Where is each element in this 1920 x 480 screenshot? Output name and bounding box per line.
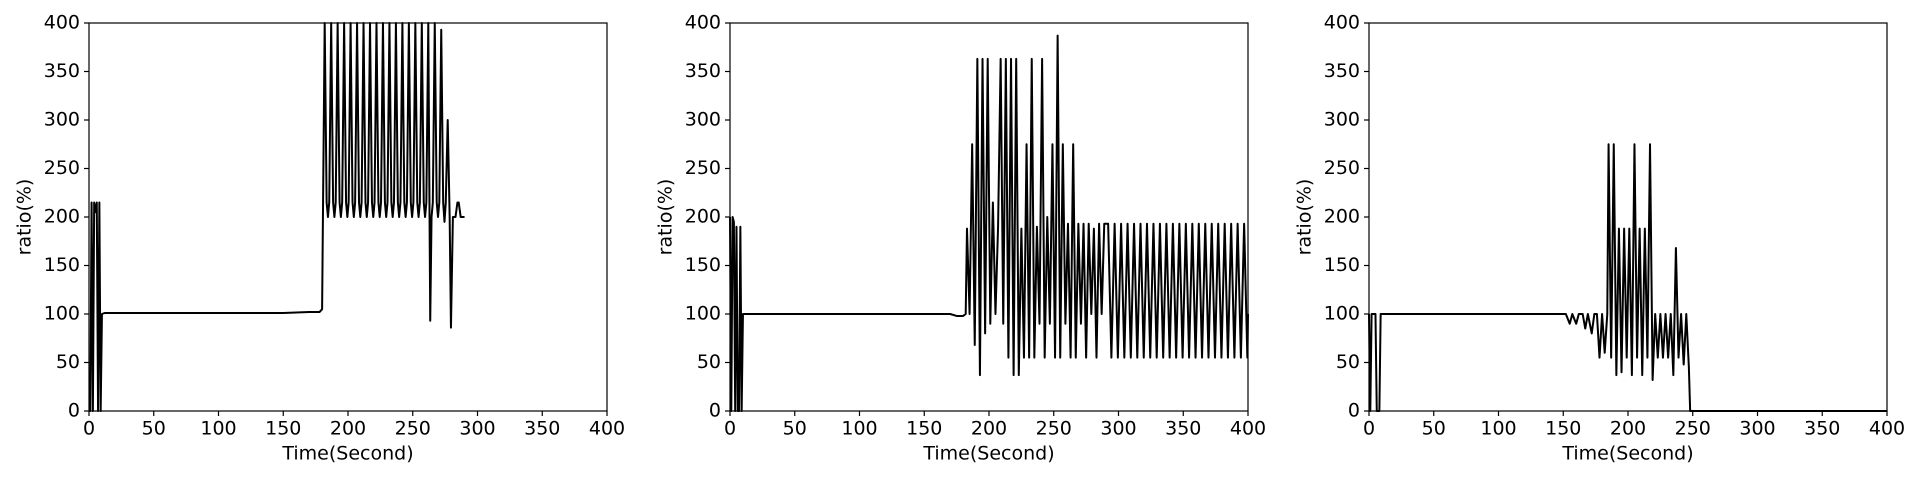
x-axis-label: Time(Second) (281, 443, 413, 465)
plot-frame (1368, 22, 1888, 412)
x-tick-label: 400 (1230, 418, 1266, 440)
x-tick-label: 350 (524, 418, 560, 440)
y-tick-label: 300 (1324, 109, 1360, 131)
y-tick-label: 50 (697, 351, 721, 373)
y-tick-label: 150 (685, 254, 721, 276)
x-tick-label: 300 (459, 418, 495, 440)
x-tick-label: 50 (783, 418, 807, 440)
y-tick-label: 100 (685, 303, 721, 325)
x-tick-label: 250 (1036, 418, 1072, 440)
data-line (89, 22, 465, 412)
y-tick-label: 350 (685, 60, 721, 82)
x-tick-label: 100 (1480, 418, 1516, 440)
x-tick-label: 200 (971, 418, 1007, 440)
y-tick-label: 0 (709, 400, 721, 422)
y-tick-label: 150 (44, 254, 80, 276)
y-tick-label: 50 (1336, 351, 1360, 373)
x-axis-label: Time(Second) (1561, 443, 1693, 465)
x-tick-label: 250 (395, 418, 431, 440)
y-tick-label: 250 (685, 157, 721, 179)
y-tick-label: 100 (44, 303, 80, 325)
y-tick-label: 0 (1348, 400, 1360, 422)
x-tick-label: 350 (1165, 418, 1201, 440)
x-tick-label: 300 (1739, 418, 1775, 440)
y-tick-label: 200 (685, 206, 721, 228)
x-tick-label: 50 (142, 418, 166, 440)
y-tick-label: 400 (44, 12, 80, 34)
y-tick-label: 100 (1324, 303, 1360, 325)
x-tick-label: 150 (906, 418, 942, 440)
x-tick-label: 50 (1422, 418, 1446, 440)
y-axis-label: ratio(%) (1294, 179, 1316, 256)
x-tick-label: 200 (330, 418, 366, 440)
y-tick-label: 250 (1324, 157, 1360, 179)
y-tick-label: 200 (44, 206, 80, 228)
x-tick-label: 400 (589, 418, 625, 440)
y-tick-label: 300 (44, 109, 80, 131)
x-tick-label: 0 (1363, 418, 1375, 440)
y-tick-label: 0 (68, 400, 80, 422)
x-tick-label: 0 (724, 418, 736, 440)
x-tick-label: 400 (1869, 418, 1905, 440)
y-tick-label: 50 (56, 351, 80, 373)
y-tick-label: 250 (44, 157, 80, 179)
y-tick-label: 150 (1324, 254, 1360, 276)
x-tick-label: 150 (265, 418, 301, 440)
x-axis-label: Time(Second) (922, 443, 1054, 465)
x-tick-label: 150 (1545, 418, 1581, 440)
y-tick-label: 350 (1324, 60, 1360, 82)
data-line (1368, 143, 1887, 412)
data-line (729, 34, 1249, 412)
x-tick-label: 200 (1610, 418, 1646, 440)
x-tick-label: 250 (1675, 418, 1711, 440)
x-tick-label: 100 (200, 418, 236, 440)
y-tick-label: 200 (1324, 206, 1360, 228)
y-tick-label: 400 (1324, 12, 1360, 34)
x-tick-label: 350 (1804, 418, 1840, 440)
x-tick-label: 300 (1100, 418, 1136, 440)
y-tick-label: 400 (685, 12, 721, 34)
x-tick-label: 100 (841, 418, 877, 440)
x-tick-label: 0 (83, 418, 95, 440)
y-axis-label: ratio(%) (14, 179, 36, 256)
y-axis-label: ratio(%) (655, 179, 677, 256)
y-tick-label: 300 (685, 109, 721, 131)
y-tick-label: 350 (44, 60, 80, 82)
